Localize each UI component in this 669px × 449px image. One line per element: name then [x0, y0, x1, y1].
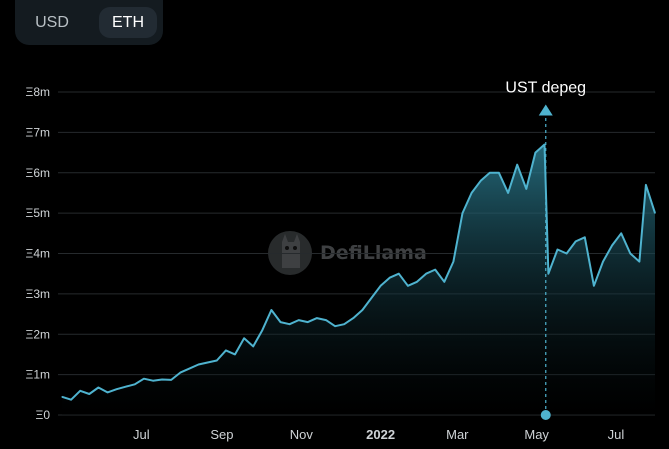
- y-tick-label-2: Ξ2m: [26, 327, 50, 341]
- annotation-label: UST depeg: [505, 79, 586, 96]
- data-point-16: [207, 361, 209, 364]
- data-point-57: [575, 240, 577, 242]
- data-point-20: [243, 337, 245, 339]
- data-point-5: [106, 391, 109, 393]
- data-point-9: [143, 378, 145, 380]
- data-point-14: [188, 367, 191, 370]
- data-point-33: [361, 309, 364, 311]
- data-point-8: [134, 383, 136, 385]
- data-point-31: [343, 323, 345, 325]
- data-point-23: [270, 309, 272, 311]
- data-point-2: [79, 390, 81, 392]
- y-tick-label-4: Ξ4m: [26, 247, 50, 261]
- x-tick-label-3: 2022: [366, 427, 395, 442]
- data-point-18: [225, 349, 227, 351]
- currency-toggle: USD ETH: [15, 0, 163, 45]
- data-point-17: [216, 359, 218, 362]
- data-point-55: [556, 248, 559, 251]
- data-point-64: [638, 260, 640, 263]
- data-point-41: [434, 269, 436, 271]
- annotation-arrow-icon: [538, 104, 553, 116]
- x-tick-label-4: Mar: [446, 427, 469, 442]
- y-tick-label-1: Ξ1m: [26, 368, 50, 382]
- data-point-48: [498, 172, 500, 174]
- data-point-37: [398, 273, 400, 275]
- data-point-7: [125, 386, 127, 388]
- data-point-66: [654, 212, 656, 214]
- data-point-10: [152, 380, 154, 382]
- data-point-28: [316, 317, 318, 319]
- data-point-1: [70, 399, 72, 401]
- data-point-0: [61, 396, 63, 398]
- data-point-11: [161, 378, 163, 381]
- data-point-3: [88, 393, 90, 395]
- annotation-marker: [540, 410, 551, 420]
- currency-option-eth[interactable]: ETH: [99, 7, 157, 38]
- data-point-63: [629, 252, 631, 255]
- data-point-53: [543, 143, 546, 146]
- y-tick-label-5: Ξ5m: [26, 206, 50, 220]
- data-point-15: [197, 363, 200, 366]
- data-point-29: [325, 319, 327, 321]
- x-tick-label-2: Nov: [290, 427, 314, 442]
- data-point-58: [584, 236, 586, 238]
- y-tick-label-7: Ξ7m: [26, 125, 50, 139]
- data-point-30: [334, 325, 336, 327]
- data-point-22: [261, 329, 263, 331]
- series-area: [62, 144, 655, 415]
- data-point-62: [620, 232, 622, 234]
- data-point-43: [452, 260, 455, 263]
- y-tick-label-6: Ξ6m: [26, 166, 50, 180]
- x-tick-label-0: Jul: [133, 427, 150, 442]
- data-point-56: [565, 252, 568, 255]
- x-tick-label-1: Sep: [210, 427, 233, 442]
- data-point-44: [461, 212, 464, 214]
- data-point-65: [645, 184, 647, 186]
- data-point-42: [443, 281, 445, 283]
- data-point-32: [352, 317, 354, 319]
- data-point-21: [252, 345, 254, 347]
- y-tick-label-8: Ξ8m: [26, 85, 50, 99]
- data-point-25: [288, 323, 291, 325]
- data-point-59: [593, 285, 595, 287]
- data-point-49: [507, 192, 509, 194]
- data-point-27: [307, 321, 309, 323]
- data-point-46: [480, 180, 482, 182]
- data-point-13: [179, 372, 181, 374]
- data-point-12: [170, 379, 172, 381]
- data-point-24: [279, 321, 282, 323]
- data-point-54: [547, 273, 549, 275]
- data-point-40: [425, 273, 427, 275]
- data-point-50: [516, 164, 518, 166]
- data-point-35: [380, 285, 382, 287]
- data-point-36: [389, 277, 391, 279]
- data-point-45: [471, 192, 473, 194]
- data-point-47: [489, 172, 491, 174]
- x-tick-label-5: May: [524, 427, 549, 442]
- data-point-4: [97, 386, 100, 389]
- currency-option-usd[interactable]: USD: [35, 14, 69, 31]
- data-point-61: [611, 244, 613, 247]
- data-point-39: [416, 281, 418, 283]
- x-tick-label-6: Jul: [608, 427, 625, 442]
- data-point-19: [234, 353, 236, 356]
- data-point-51: [525, 188, 527, 190]
- y-tick-label-0: Ξ0: [36, 408, 51, 422]
- data-point-34: [370, 297, 373, 299]
- data-point-52: [534, 151, 536, 154]
- data-point-26: [298, 319, 300, 321]
- y-tick-label-3: Ξ3m: [26, 287, 50, 301]
- data-point-6: [116, 388, 118, 390]
- data-point-60: [602, 260, 604, 263]
- data-point-38: [407, 285, 409, 287]
